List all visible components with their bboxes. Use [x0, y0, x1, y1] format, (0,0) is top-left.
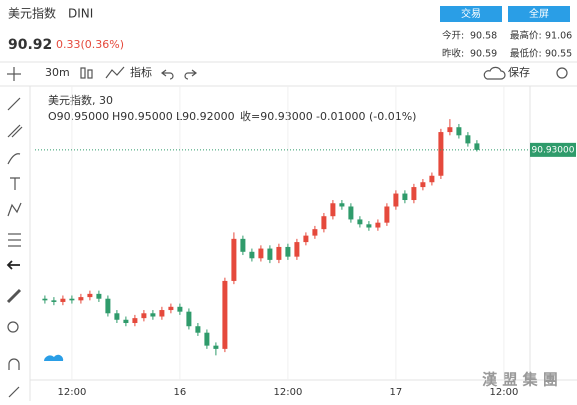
x-tick-label: 17 — [390, 387, 403, 398]
cloud-icon[interactable] — [483, 66, 506, 80]
logo — [43, 354, 64, 362]
candle-body — [366, 224, 372, 228]
ohlc-high: H90.95000 — [112, 110, 173, 123]
candle-body — [51, 300, 57, 302]
indicators[interactable]: 指标 — [130, 65, 152, 79]
button-label: 全屏 — [529, 7, 549, 20]
candle-body — [240, 238, 246, 252]
stat-label: 最高价: — [510, 30, 542, 42]
last-price-tag — [530, 142, 576, 157]
candle-body — [402, 193, 408, 201]
button-label: 交易 — [461, 7, 481, 20]
indicator-icon[interactable] — [105, 66, 125, 79]
candle-body — [69, 298, 75, 301]
candle-body — [303, 235, 309, 243]
candle-body — [195, 326, 201, 333]
ohlc-low: L90.92000 — [176, 110, 235, 123]
x-tick-label: 16 — [174, 387, 187, 398]
candle-body — [357, 219, 363, 225]
candle-body — [438, 132, 444, 176]
button-bg — [508, 6, 570, 22]
candle-body — [222, 280, 228, 349]
ohlc-close: 收=90.93000 — [240, 109, 313, 123]
redo-icon[interactable] — [184, 69, 197, 80]
stat-label: 最低价: — [510, 48, 542, 60]
crosshair-icon[interactable] — [7, 67, 21, 81]
symbol-name: 美元指数 — [8, 6, 56, 21]
candle-body — [123, 319, 129, 323]
undo-icon[interactable] — [161, 69, 174, 80]
candle-body — [339, 203, 345, 207]
candle-body — [276, 246, 282, 260]
draw-tools[interactable] — [6, 97, 23, 398]
candle-body — [114, 313, 120, 320]
candle-body — [384, 206, 390, 223]
candle-body — [411, 187, 417, 201]
candle-body — [321, 216, 327, 230]
settings-icon[interactable] — [556, 67, 568, 79]
candle-body — [159, 310, 165, 317]
candle-body — [60, 298, 66, 302]
candle-body — [87, 293, 93, 298]
stat-label: 昨收: — [442, 48, 464, 60]
candle-body — [150, 313, 156, 317]
stat-value: 91.06 — [545, 31, 572, 42]
candle-body — [474, 143, 480, 150]
x-tick-label: 12:00 — [57, 387, 86, 398]
candle-body — [330, 203, 336, 217]
chart-title: 美元指数, 30 — [48, 93, 113, 107]
candle-body — [78, 297, 84, 301]
candle-body — [168, 306, 174, 311]
candle-body — [348, 206, 354, 220]
candle-body — [177, 306, 183, 312]
candle-body — [141, 313, 147, 319]
x-tick-label: 12:00 — [489, 387, 518, 398]
candle-body — [42, 298, 48, 301]
candle-body — [312, 229, 318, 236]
candle-body — [267, 248, 273, 260]
ohlc-change: -0.01000 (-0.01%) — [316, 110, 416, 123]
change: 0.33(0.36%) — [56, 38, 124, 51]
candle-body — [447, 127, 453, 133]
candle-body — [204, 332, 210, 346]
chart-legend: 美元指数, 30 O90.95000 H90.95000 L90.92000 收… — [48, 93, 416, 123]
symbol-code: DINI — [68, 7, 93, 21]
candle-body — [393, 193, 399, 207]
candle-body — [105, 298, 111, 314]
candle-body — [186, 311, 192, 327]
candle-body — [213, 345, 219, 349]
candle-body — [465, 135, 471, 144]
ohlc-open: O90.95000 — [48, 110, 109, 123]
candle-icon[interactable] — [80, 67, 93, 79]
candle-body — [456, 127, 462, 136]
fullscreen-button[interactable]: 全屏 — [508, 6, 570, 22]
candle-body — [285, 246, 291, 257]
interval[interactable]: 30m — [45, 66, 70, 79]
stat-value: 90.55 — [545, 49, 572, 60]
candle-body — [132, 318, 138, 323]
candle-body — [420, 182, 426, 188]
candle-body — [231, 238, 237, 281]
watermark: 漢 盟 集 團 — [482, 371, 558, 389]
candle-body — [258, 248, 264, 259]
save[interactable]: 保存 — [508, 65, 530, 79]
candle-body — [429, 175, 435, 183]
button-bg — [440, 6, 502, 22]
trade-button[interactable]: 交易 — [440, 6, 502, 22]
stat-value: 90.58 — [470, 31, 497, 42]
x-tick-label: 12:00 — [273, 387, 302, 398]
candle-body — [96, 293, 102, 299]
stat-label: 今开: — [442, 30, 464, 42]
candle-body — [249, 251, 255, 259]
candle-body — [294, 242, 300, 257]
candle-body — [375, 222, 381, 228]
price: 90.92 — [8, 37, 52, 53]
stat-value: 90.59 — [470, 49, 497, 60]
last-price-label: 90.93000 — [532, 145, 575, 155]
